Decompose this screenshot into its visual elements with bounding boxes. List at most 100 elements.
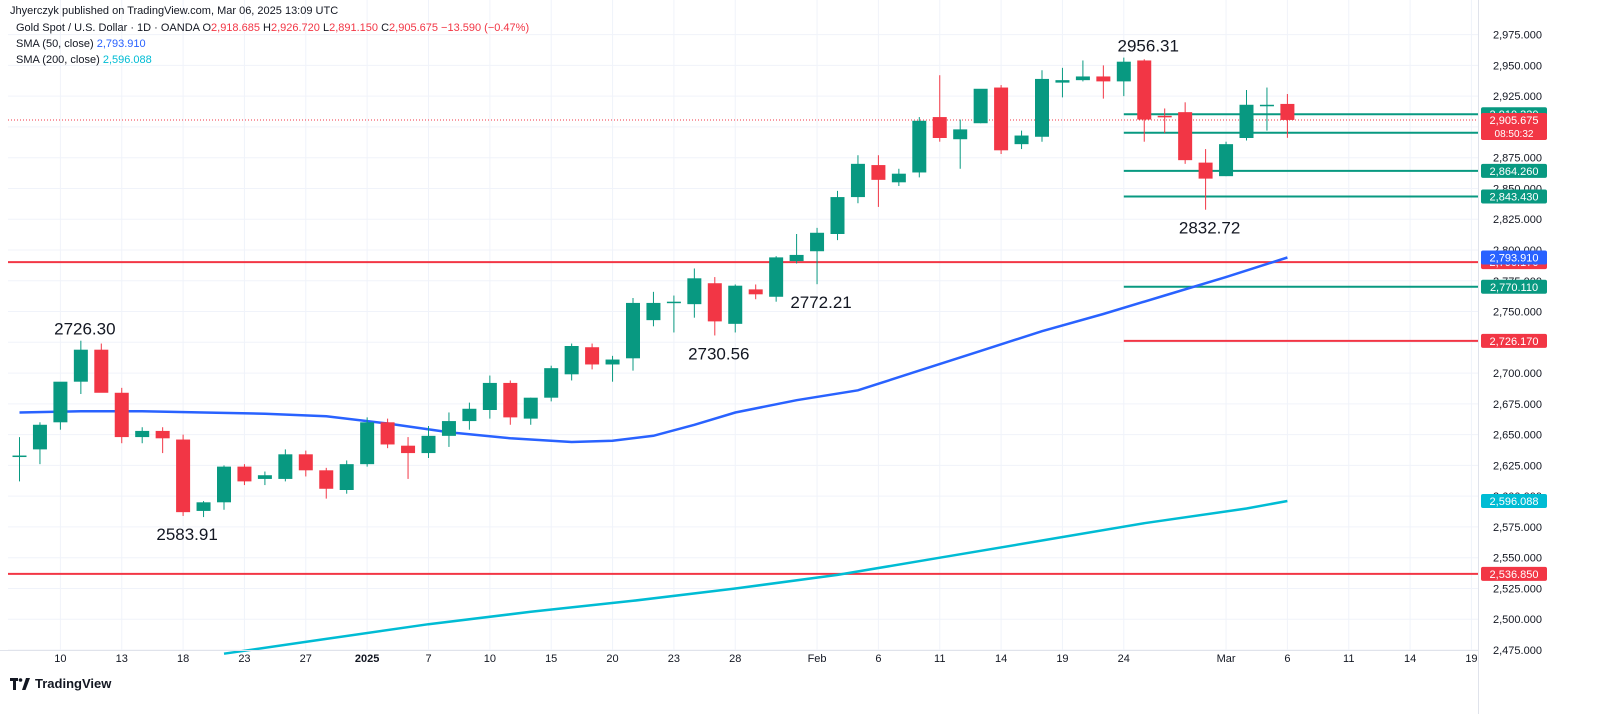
candle bbox=[421, 426, 436, 458]
candle-body bbox=[53, 381, 68, 423]
price-tags: 2,910.3202,895.2902,864.2602,843.4302,77… bbox=[1481, 107, 1547, 581]
candle bbox=[748, 284, 763, 300]
price-annotation: 2956.31 bbox=[1118, 37, 1179, 56]
close-label: C bbox=[381, 22, 390, 34]
candle-body bbox=[380, 422, 395, 445]
candle bbox=[462, 402, 477, 430]
candle-body bbox=[1055, 80, 1070, 83]
candle-body bbox=[687, 278, 702, 305]
candle bbox=[278, 449, 293, 482]
price-annotation: 2583.91 bbox=[156, 525, 217, 544]
candle-body bbox=[666, 301, 681, 304]
price-tick-label: 2,650.000 bbox=[1493, 430, 1542, 442]
candle bbox=[932, 75, 947, 142]
time-tick-label: 20 bbox=[606, 653, 618, 665]
price-annotations: 2726.30 2583.91 2730.56 2772.21 2956.31 2832.… bbox=[54, 37, 1240, 544]
moving-averages bbox=[19, 256, 1288, 655]
sma200-legend[interactable]: SMA (200, close) 2,596.088 bbox=[16, 54, 152, 66]
candle-body bbox=[73, 349, 88, 382]
price-tag-label: 2,843.430 bbox=[1490, 192, 1539, 204]
candle bbox=[850, 155, 865, 204]
candle bbox=[605, 355, 620, 382]
time-tick-label: 23 bbox=[668, 653, 680, 665]
price-tick-label: 2,525.000 bbox=[1493, 583, 1542, 595]
candle bbox=[1259, 87, 1274, 131]
candle-body bbox=[1178, 112, 1193, 161]
candle-body bbox=[1219, 144, 1234, 177]
symbol-legend[interactable]: Gold Spot / U.S. Dollar · 1D · OANDA O2,… bbox=[16, 22, 529, 34]
high-label: H bbox=[263, 22, 271, 34]
candle-body bbox=[360, 422, 375, 465]
time-tick-label: 10 bbox=[484, 653, 496, 665]
candle bbox=[380, 418, 395, 449]
candle bbox=[810, 227, 825, 285]
candle bbox=[585, 343, 600, 370]
high-value: 2,926.720 bbox=[270, 22, 320, 34]
price-tick-label: 2,700.000 bbox=[1493, 368, 1542, 380]
candle bbox=[953, 119, 968, 169]
candle-body bbox=[1239, 104, 1254, 138]
candle-body bbox=[441, 421, 456, 436]
candle-body bbox=[298, 454, 313, 471]
time-axis[interactable]: 10 13 18 23 27 2025 7 10 15 20 23 28 Feb 6 11 14 19 24 Mar… bbox=[0, 650, 1478, 666]
sma50-legend[interactable]: SMA (50, close) 2,793.910 bbox=[16, 38, 146, 50]
candle bbox=[728, 284, 743, 333]
candle-body bbox=[278, 454, 293, 479]
candle bbox=[1075, 60, 1090, 82]
candle bbox=[891, 168, 906, 186]
watermark-text: TradingView bbox=[35, 676, 112, 691]
sma200-label: SMA (200, close) bbox=[16, 54, 100, 66]
candle-body bbox=[1035, 78, 1049, 137]
candle bbox=[789, 234, 804, 264]
candle-body bbox=[237, 466, 252, 482]
candle-body bbox=[503, 382, 518, 418]
sma50-value: 2,793.910 bbox=[96, 38, 146, 50]
candle-body bbox=[135, 430, 150, 438]
grid-lines bbox=[8, 0, 1478, 651]
price-tick-label: 2,475.000 bbox=[1493, 645, 1542, 657]
publish-text: Jhyerczyk published on TradingView.com, … bbox=[10, 5, 339, 17]
sma50-price-tag: 2,793.910 bbox=[1481, 250, 1547, 265]
candle bbox=[298, 450, 313, 477]
price-tick-label: 2,750.000 bbox=[1493, 307, 1542, 319]
candle-body bbox=[891, 173, 906, 183]
time-tick-label: 6 bbox=[1284, 653, 1290, 665]
time-tick-label: 6 bbox=[875, 653, 881, 665]
price-tag-bg bbox=[1481, 493, 1547, 508]
candle bbox=[155, 427, 170, 454]
level-price-tag: 2,770.110 bbox=[1481, 279, 1547, 294]
candle-body bbox=[155, 430, 170, 439]
price-tag-bg bbox=[1481, 112, 1547, 140]
time-tick-label: 13 bbox=[116, 653, 128, 665]
price-tick-label: 2,975.000 bbox=[1493, 30, 1542, 42]
price-annotation: 2832.72 bbox=[1179, 219, 1240, 238]
candle bbox=[401, 437, 416, 479]
candle-body bbox=[707, 283, 722, 322]
candle-body bbox=[339, 464, 354, 490]
price-tick-label: 2,875.000 bbox=[1493, 153, 1542, 165]
tradingview-watermark[interactable]: TradingView bbox=[10, 676, 111, 691]
candle-body bbox=[1198, 162, 1213, 179]
candle-body bbox=[319, 470, 334, 489]
candle-body bbox=[1075, 76, 1090, 81]
price-tag-label: 2,793.910 bbox=[1490, 252, 1539, 264]
candle bbox=[1280, 94, 1295, 138]
price-tick-label: 2,925.000 bbox=[1493, 91, 1542, 103]
candle bbox=[73, 340, 88, 394]
candle bbox=[32, 422, 47, 465]
price-tick-label: 2,550.000 bbox=[1493, 553, 1542, 565]
candle-body bbox=[176, 439, 191, 513]
candle-body bbox=[1116, 61, 1131, 82]
candle bbox=[1035, 70, 1049, 142]
candle bbox=[176, 434, 191, 516]
price-tag-label: 2,905.675 bbox=[1490, 115, 1539, 127]
candle bbox=[646, 291, 661, 327]
time-tick-label: 19 bbox=[1056, 653, 1068, 665]
candle-body bbox=[1137, 60, 1152, 120]
candle-body bbox=[1259, 104, 1274, 107]
price-axis[interactable]: 2,475.000 2,500.000 2,525.000 2,550.000 2,57… bbox=[1478, 0, 1542, 714]
level-price-tag: 2,843.430 bbox=[1481, 189, 1547, 204]
candle bbox=[360, 417, 375, 467]
candle bbox=[707, 277, 722, 336]
